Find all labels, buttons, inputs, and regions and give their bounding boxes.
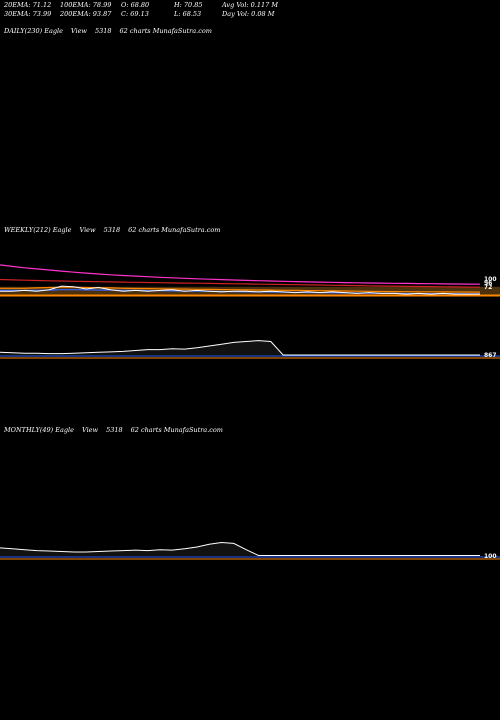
stats-block: 20EMA: 71.12 100EMA: 78.99 O: 68.80 H: 70.8… bbox=[4, 1, 278, 18]
low-value: L: 68.53 bbox=[174, 9, 202, 18]
series-line-ema-red bbox=[0, 278, 481, 288]
stats-row-2: 30EMA: 73.99 200EMA: 93.87 C: 69.13 L: 68.5… bbox=[4, 10, 278, 19]
price-tick-label: 96 bbox=[484, 280, 492, 287]
stats-row-1: 20EMA: 71.12 100EMA: 78.99 O: 68.80 H: 70.8… bbox=[4, 1, 278, 10]
ema100-value: 100EMA: 78.99 bbox=[60, 1, 112, 9]
daily-label: DAILY(230) Eagle bbox=[4, 27, 63, 35]
weekly-view: View bbox=[79, 226, 96, 234]
daily-view: View bbox=[70, 27, 87, 35]
open-value: O: 68.80 bbox=[121, 1, 150, 9]
monthly-panel-title: MONTHLY(49) Eagle View 5318 62 charts Munaf… bbox=[4, 426, 231, 434]
weekly-volume-area bbox=[0, 340, 480, 355]
day-vol-value: Day Vol: 0.08 M bbox=[222, 9, 275, 18]
price-tick-label: 100 bbox=[484, 276, 497, 283]
monthly-volume-area bbox=[0, 542, 480, 556]
monthly-code: 5318 bbox=[106, 426, 123, 434]
daily-panel-title: DAILY(230) Eagle View 5318 62 charts Munafa… bbox=[4, 27, 220, 35]
weekly-label: WEEKLY(212) Eagle bbox=[4, 226, 72, 234]
daily-code: 5318 bbox=[95, 27, 112, 35]
monthly-site: 62 charts MunafaSutra.com bbox=[130, 426, 223, 434]
monthly-view: View bbox=[81, 426, 99, 434]
weekly-volume-tick-label: 867 bbox=[484, 352, 497, 359]
monthly-label: MONTHLY(49) Eagle bbox=[4, 426, 74, 434]
weekly-site: 62 charts MunafaSutra.com bbox=[128, 226, 221, 234]
weekly-panel-title: WEEKLY(212) Eagle View 5318 62 charts Munaf… bbox=[4, 226, 228, 234]
series-line-ema-pink bbox=[0, 264, 481, 285]
series-line-ema-orange bbox=[0, 286, 481, 293]
weekly-volume-line bbox=[0, 340, 480, 356]
monthly-volume-tick-label: 100 bbox=[484, 553, 497, 560]
daily-site: 62 charts MunafaSutra.com bbox=[119, 27, 212, 35]
ema20-value: 20EMA: 71.12 bbox=[4, 1, 52, 9]
avg-vol-value: Avg Vol: 0.117 M bbox=[222, 1, 279, 9]
close-value: C: 69.13 bbox=[121, 9, 149, 18]
monthly-volume-line bbox=[0, 541, 480, 556]
series-line-price bbox=[0, 285, 480, 295]
ema30-value: 30EMA: 73.99 bbox=[4, 9, 52, 18]
high-value: H: 70.85 bbox=[174, 1, 203, 9]
ema200-value: 200EMA: 93.87 bbox=[60, 9, 112, 18]
price-tick-label: 72 bbox=[484, 284, 492, 291]
weekly-code: 5318 bbox=[103, 226, 121, 234]
